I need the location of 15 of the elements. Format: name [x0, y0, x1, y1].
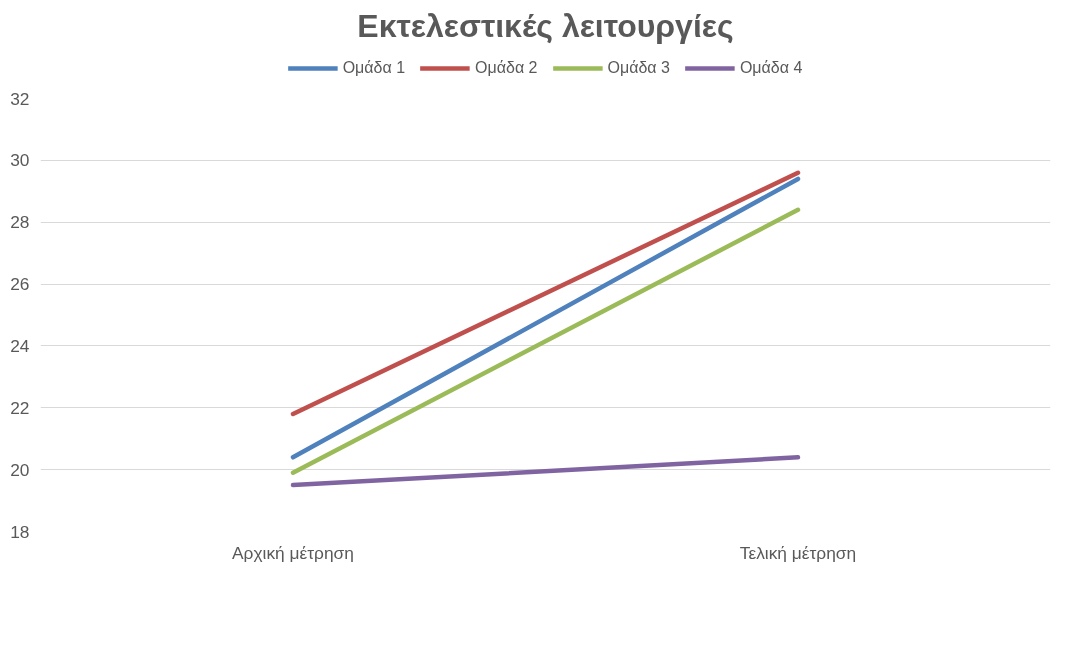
x-tick-label: Αρχική μέτρηση — [232, 542, 354, 563]
y-tick-label: 18 — [10, 521, 30, 542]
chart-title: Εκτελεστικές λειτουργίες — [357, 7, 734, 44]
y-tick-label: 32 — [10, 88, 30, 109]
y-tick-label: 26 — [10, 274, 30, 295]
y-tick-label: 24 — [10, 335, 30, 356]
legend-label: Ομάδα 2 — [475, 59, 538, 77]
x-tick-label: Τελική μέτρηση — [739, 542, 857, 563]
legend-label: Ομάδα 3 — [607, 59, 670, 77]
legend-label: Ομάδα 4 — [739, 59, 803, 77]
legend-label: Ομάδα 1 — [342, 59, 406, 77]
y-tick-label: 30 — [10, 150, 30, 171]
y-tick-label: 20 — [10, 459, 30, 480]
y-tick-label: 28 — [10, 212, 30, 233]
y-tick-label: 22 — [10, 397, 30, 418]
